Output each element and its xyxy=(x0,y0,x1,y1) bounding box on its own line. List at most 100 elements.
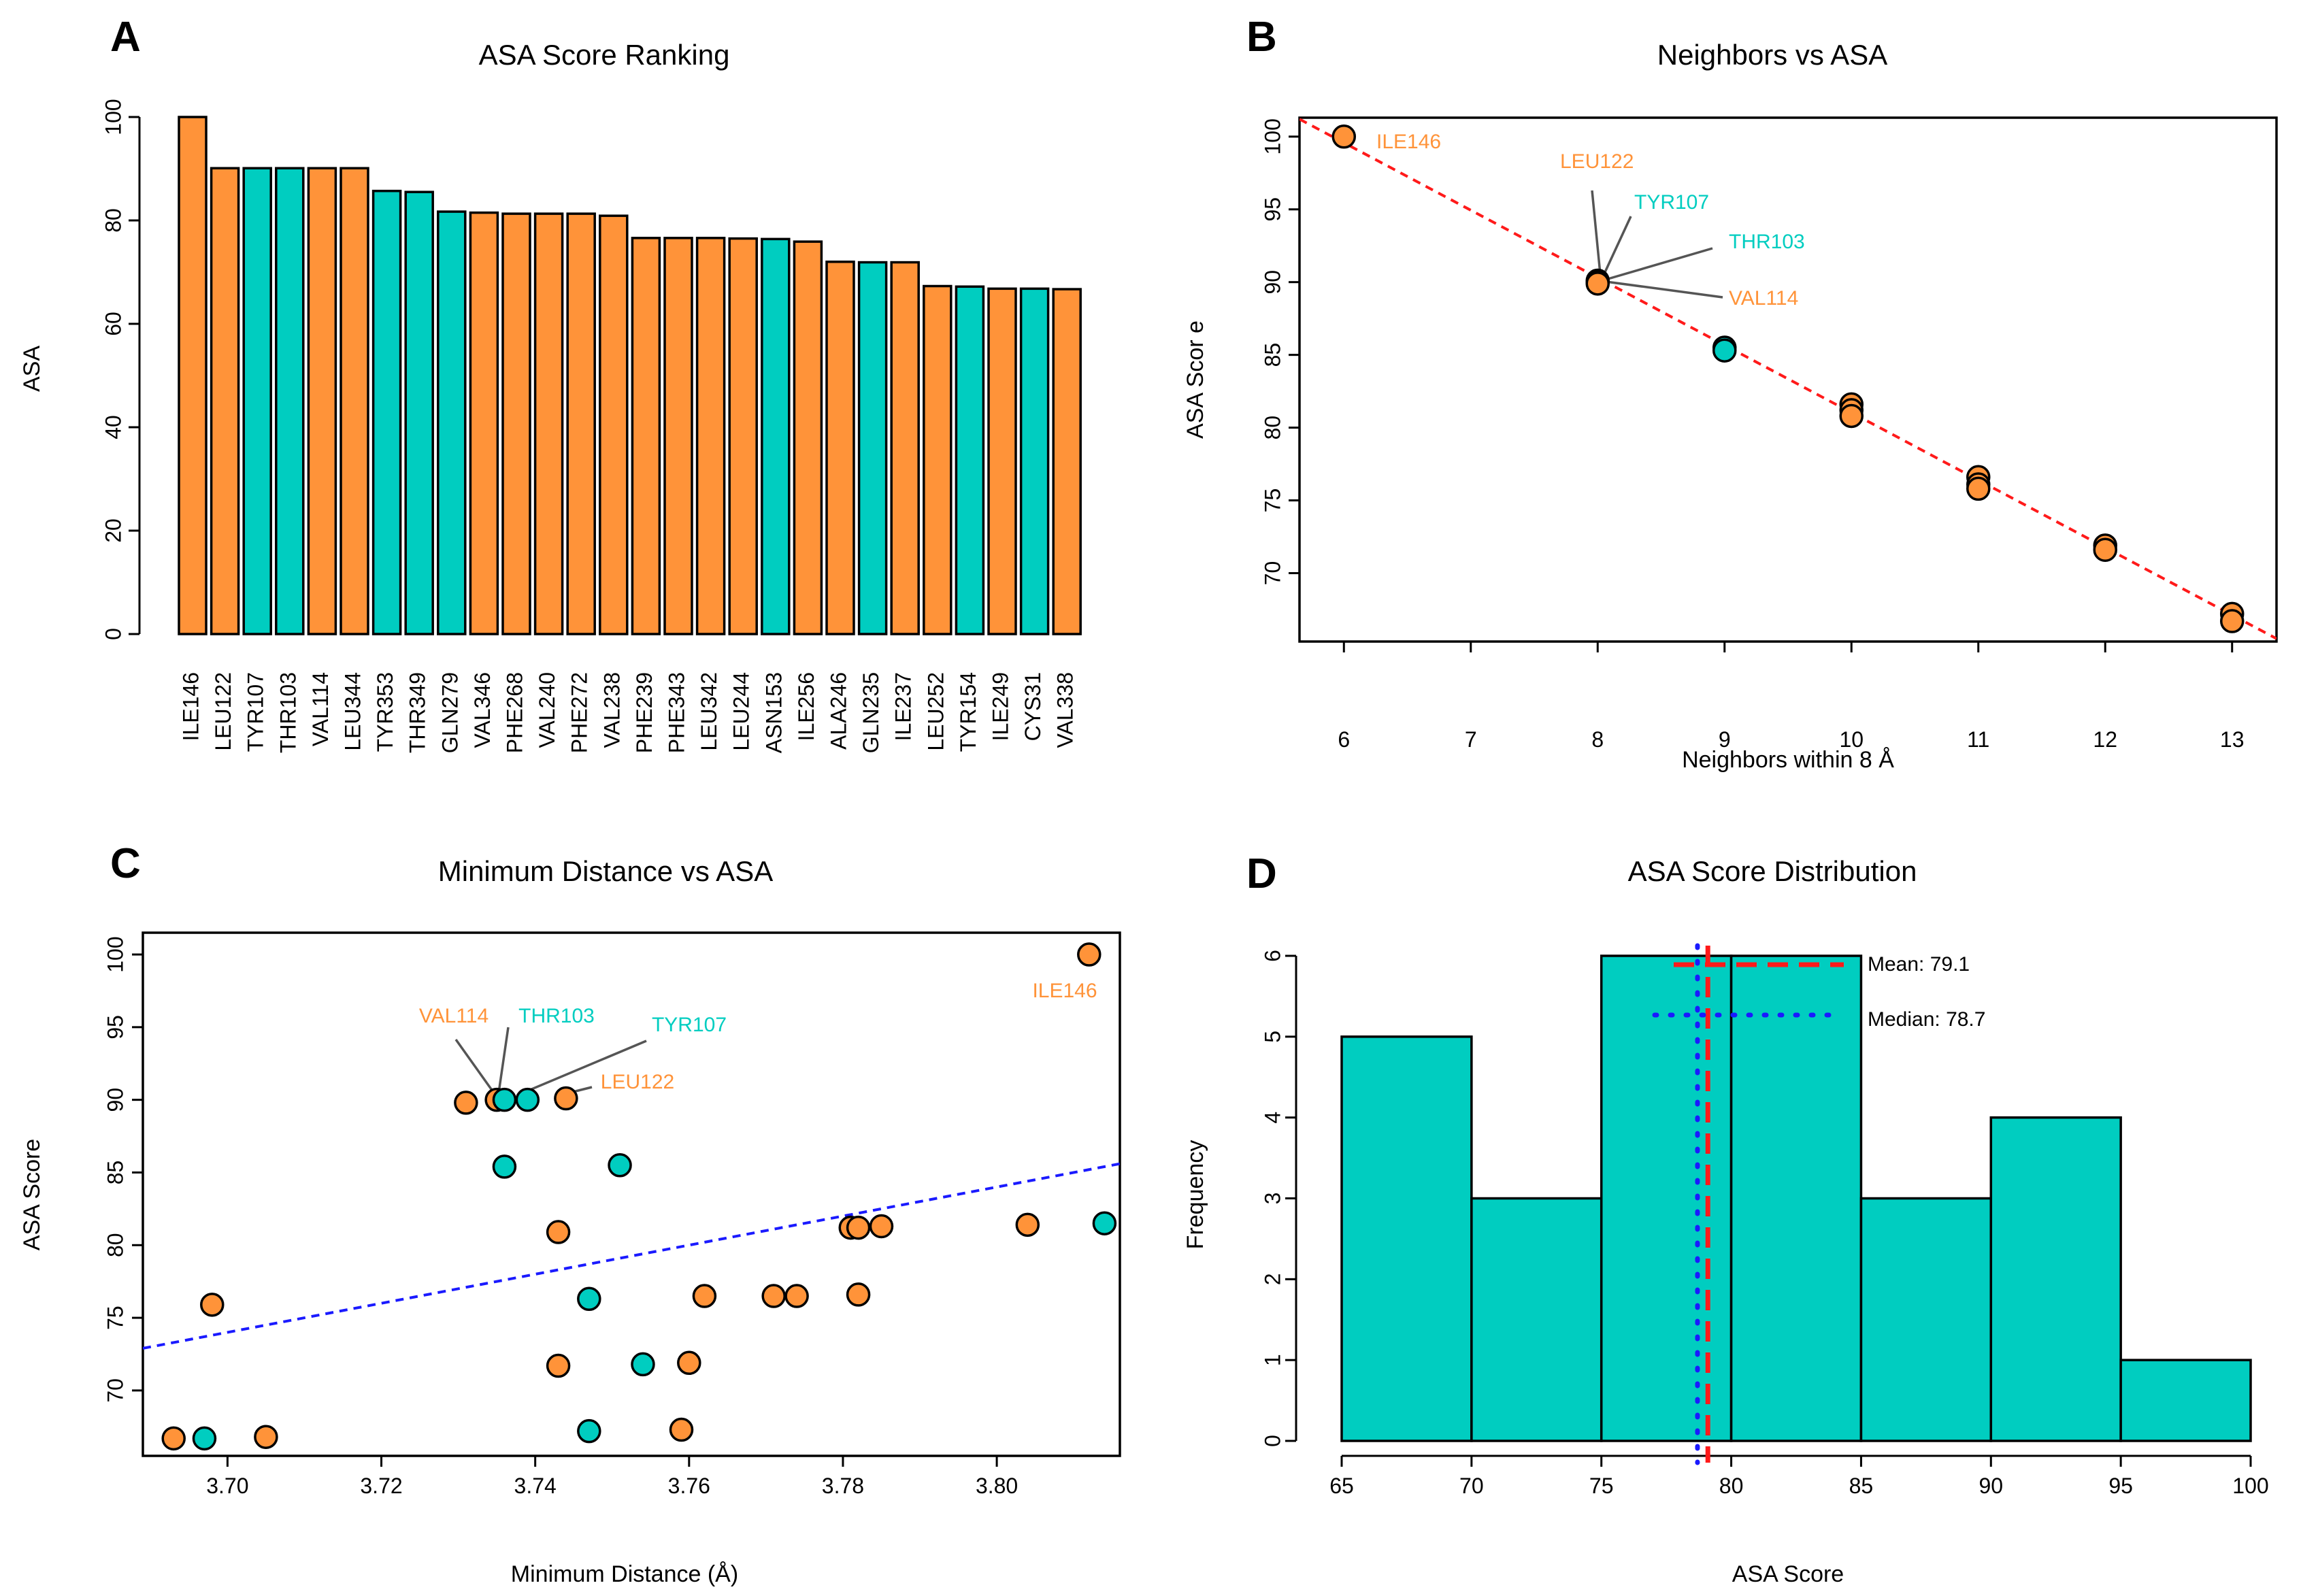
y-tick-label-d: 6 xyxy=(1260,950,1285,962)
leader-line-val114-c xyxy=(454,1038,496,1095)
panel-letter-d: D xyxy=(1246,850,1277,897)
y-tick-label-C: 90 xyxy=(103,1088,127,1112)
y-tick-label-C: 70 xyxy=(103,1378,127,1403)
panel-letter-c: C xyxy=(110,840,141,887)
y-tick-label-a: 0 xyxy=(101,628,125,640)
x-tick-label-d: 100 xyxy=(2232,1474,2268,1498)
y-tick-label-a: 80 xyxy=(101,208,125,233)
x-axis-label-b: Neighbors within 8 Å xyxy=(1682,747,1894,773)
bar-gln279 xyxy=(437,210,467,635)
x-tick-label-B: 10 xyxy=(1839,727,1864,752)
axes-d: 65 70 75 80 85 90 95 100 0 1 2 3 4 5 6 xyxy=(1260,950,2268,1498)
point-c xyxy=(608,1153,632,1178)
y-tick-label-B: 75 xyxy=(1260,488,1285,513)
bar-tyr353 xyxy=(371,189,402,635)
chart-title-a: ASA Score Ranking xyxy=(479,39,730,71)
y-axis-label-c: ASA Score xyxy=(19,1139,45,1250)
annotation-leu122-b: LEU122 xyxy=(1560,150,1634,173)
point-c xyxy=(677,1350,701,1376)
bar-cys31 xyxy=(1019,287,1050,635)
bar-val346 xyxy=(469,211,499,635)
annotation-val114-c: VAL114 xyxy=(419,1005,489,1027)
x-tick-label-a: PHE343 xyxy=(664,672,689,753)
axes-c: 3.70 3.72 3.74 3.76 3.78 3.80 70 75 80 85 90 95 100 xyxy=(103,936,1018,1498)
x-tick-label-C: 3.70 xyxy=(206,1474,248,1498)
panel-letter-b: B xyxy=(1246,14,1277,61)
panel-a: A ASA Score Ranking ASA 0 20 40 60 80 100 ILE… xyxy=(19,14,1082,753)
leader-line-thr103 xyxy=(1600,247,1713,282)
x-tick-label-a: ILE249 xyxy=(988,672,1012,741)
x-tick-label-d: 75 xyxy=(1589,1474,1614,1498)
y-tick-label-a: 100 xyxy=(101,99,125,135)
leader-line-val114 xyxy=(1600,280,1723,299)
annotation-ile146-c: ILE146 xyxy=(1032,980,1097,1002)
bar-leu252 xyxy=(923,284,953,635)
chart-title-d: ASA Score Distribution xyxy=(1628,855,1917,887)
points-c xyxy=(161,942,1117,1451)
x-tick-label-a: ILE256 xyxy=(794,672,818,741)
point-b xyxy=(1839,403,1864,429)
point-c xyxy=(692,1284,717,1308)
point-c xyxy=(577,1286,601,1312)
x-tick-label-d: 85 xyxy=(1849,1474,1874,1498)
leader-line-tyr107 xyxy=(1600,216,1632,282)
x-tick-label-B: 13 xyxy=(2220,727,2245,752)
leader-line-tyr107-c xyxy=(516,1040,647,1097)
y-tick-label-C: 75 xyxy=(103,1306,127,1330)
trend-line-b xyxy=(1300,118,2277,640)
bar-ile249 xyxy=(987,287,1017,635)
x-tick-label-d: 95 xyxy=(2108,1474,2133,1498)
annotations-c: ILE146 VAL114 THR103 TYR107 LEU122 xyxy=(419,980,1097,1093)
x-tick-label-a: VAL238 xyxy=(599,672,624,748)
y-tick-label-d: 1 xyxy=(1260,1354,1285,1366)
x-tick-label-a: PHE239 xyxy=(632,672,657,753)
point-c xyxy=(515,1087,540,1112)
point-c xyxy=(161,1426,186,1451)
x-tick-label-B: 9 xyxy=(1719,727,1731,752)
x-tick-label-B: 8 xyxy=(1591,727,1604,752)
x-tick-label-d: 80 xyxy=(1719,1474,1744,1498)
plot-frame-c xyxy=(142,931,1121,1457)
bar-thr103 xyxy=(275,167,305,635)
axes-b: 6 7 8 9 10 11 12 13 70 75 80 85 90 95 100 xyxy=(1260,118,2244,752)
x-tick-label-a: ASN153 xyxy=(761,672,786,753)
leader-line-thr103-c xyxy=(497,1027,510,1093)
bar-asn153 xyxy=(761,237,791,635)
y-tick-label-d: 0 xyxy=(1260,1435,1285,1447)
y-tick-label-d: 4 xyxy=(1260,1112,1285,1124)
y-tick-label-a: 20 xyxy=(101,518,125,543)
point-c xyxy=(784,1284,809,1308)
chart-title-c: Minimum Distance vs ASA xyxy=(438,855,773,887)
x-tick-label-a: ALA246 xyxy=(826,672,850,750)
bar-ile146 xyxy=(178,116,208,635)
y-tick-label-B: 95 xyxy=(1260,197,1285,222)
y-axis-a: 0 20 40 60 80 100 xyxy=(101,99,141,640)
point-b xyxy=(1966,476,1991,501)
y-tick-label-B: 70 xyxy=(1260,561,1285,586)
y-tick-label-B: 80 xyxy=(1260,416,1285,440)
histogram-bar-65-70 xyxy=(1340,1035,1473,1442)
bar-ile237 xyxy=(890,261,920,635)
point-c xyxy=(200,1293,225,1317)
y-tick-label-a: 40 xyxy=(101,415,125,439)
panel-c: C Minimum Distance vs ASA ASA Score Mini… xyxy=(19,840,1121,1587)
point-c xyxy=(1077,942,1102,967)
x-tick-label-a: GLN235 xyxy=(859,672,883,753)
panel-d: D ASA Score Distribution Frequency ASA S… xyxy=(1182,850,2269,1587)
point-b xyxy=(2093,537,2117,562)
point-c xyxy=(761,1284,786,1308)
x-tick-label-a: THR103 xyxy=(276,672,300,753)
median-label-d: Median: 78.7 xyxy=(1868,1008,1985,1031)
x-tick-label-a: ILE237 xyxy=(891,672,916,741)
bar-phe343 xyxy=(663,237,693,635)
x-tick-label-a: VAL346 xyxy=(470,672,495,748)
y-axis-label-b: ASA Scor e xyxy=(1182,320,1208,439)
point-c xyxy=(577,1418,601,1444)
bar-thr349 xyxy=(404,190,434,635)
annotation-tyr107-b: TYR107 xyxy=(1634,191,1709,214)
bar-tyr107 xyxy=(242,167,272,635)
y-tick-label-d: 3 xyxy=(1260,1193,1285,1205)
histogram-bar-85-90 xyxy=(1859,1197,1993,1442)
y-tick-label-d: 5 xyxy=(1260,1031,1285,1043)
